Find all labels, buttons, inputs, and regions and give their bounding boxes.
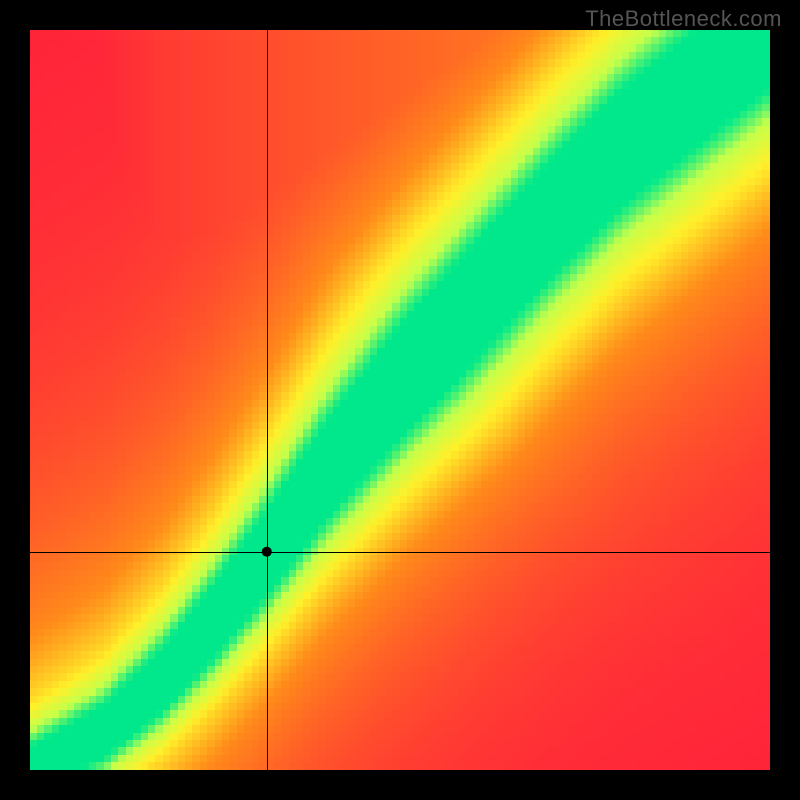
bottleneck-heatmap — [30, 30, 770, 770]
watermark-text: TheBottleneck.com — [585, 6, 782, 32]
chart-frame: TheBottleneck.com — [0, 0, 800, 800]
heatmap-canvas — [30, 30, 770, 770]
